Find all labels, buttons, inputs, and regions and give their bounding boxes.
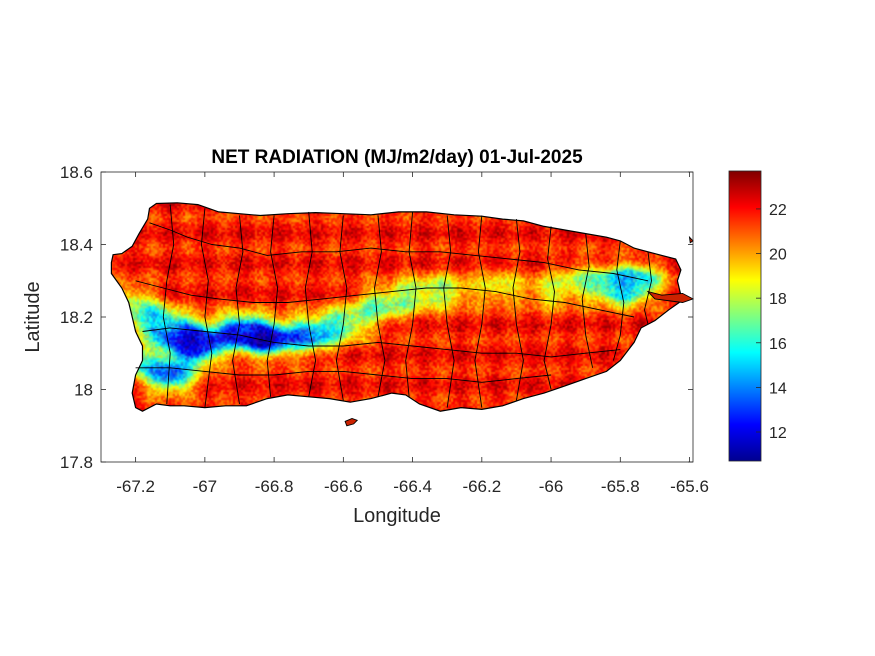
municipality-boundary	[335, 215, 348, 401]
chart-title: NET RADIATION (MJ/m2/day) 01-Jul-2025	[211, 147, 583, 168]
colorbar-tick-label: 16	[769, 336, 787, 353]
municipality-boundary	[135, 367, 552, 383]
y-tick-label: 18.4	[60, 236, 93, 255]
municipality-boundary	[232, 215, 244, 405]
municipality-boundary	[149, 222, 649, 282]
municipality-boundary	[142, 327, 621, 358]
islet	[688, 235, 694, 244]
x-tick-label: -65.8	[601, 477, 640, 496]
colorbar: 12 14 16 18 20 22	[728, 170, 787, 462]
municipality-boundary	[512, 219, 524, 401]
colorbar-tick-label: 14	[769, 380, 787, 397]
municipality-boundary	[374, 215, 386, 397]
municipality-boundary	[135, 280, 635, 318]
municipality-boundary	[543, 226, 555, 390]
municipality-boundaries	[135, 204, 652, 408]
x-tick-label: -67	[193, 477, 218, 496]
x-tick-label: -66.8	[255, 477, 294, 496]
x-tick-label: -66	[539, 477, 564, 496]
colorbar-tick-label: 22	[769, 202, 787, 219]
municipality-boundary	[405, 211, 417, 397]
municipality-boundary	[612, 240, 625, 361]
colorbar-tick-label: 20	[769, 247, 787, 264]
municipality-boundary	[162, 204, 175, 405]
island-coastline	[110, 202, 682, 412]
y-axis-label: Latitude	[22, 281, 44, 352]
colorbar-tick-label: 18	[769, 291, 787, 308]
islet	[344, 418, 359, 427]
y-tick-label: 18.2	[60, 308, 93, 327]
x-tick-label: -66.6	[324, 477, 363, 496]
y-tick-label: 18	[74, 381, 93, 400]
x-tick-label: -66.4	[393, 477, 432, 496]
colorbar-ticks: 12 14 16 18 20 22	[756, 202, 787, 442]
colorbar-gradient	[728, 170, 762, 462]
municipality-boundary	[443, 215, 455, 408]
municipality-boundary	[304, 211, 317, 397]
x-tick-label: -65.6	[670, 477, 709, 496]
x-axis: -67.2 -67 -66.8 -66.6 -66.4 -66.2 -66 -65.8 -65.…	[116, 172, 709, 496]
colorbar-tick-label: 12	[769, 425, 787, 442]
x-tick-label: -67.2	[116, 477, 155, 496]
municipality-boundary	[644, 251, 652, 325]
x-tick-label: -66.2	[462, 477, 501, 496]
y-tick-label: 18.6	[60, 163, 93, 182]
municipality-boundary	[266, 215, 279, 397]
offshore-islets	[344, 235, 695, 427]
x-axis-label: Longitude	[353, 505, 441, 527]
y-tick-label: 17.8	[60, 453, 93, 472]
municipality-boundary	[581, 233, 594, 368]
municipality-boundary	[200, 208, 213, 408]
municipality-boundary	[474, 215, 486, 408]
y-axis: 17.8 18 18.2 18.4 18.6	[60, 163, 693, 472]
